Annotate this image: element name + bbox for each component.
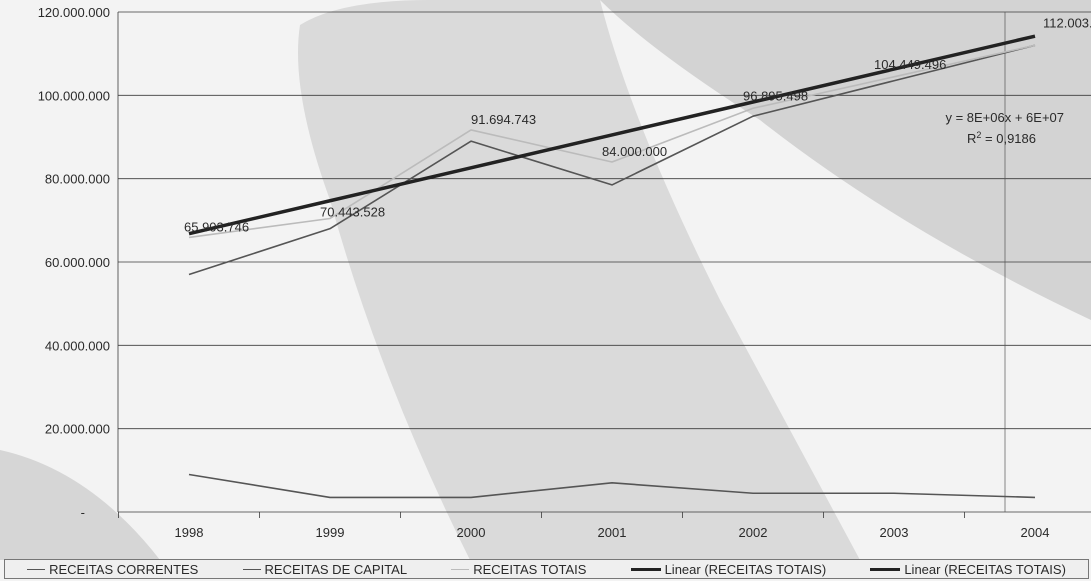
data-label: 65.903.746	[184, 219, 249, 234]
legend-item-receitas-totais: RECEITAS TOTAIS	[451, 562, 586, 577]
x-tick-label: 2001	[598, 525, 627, 540]
legend-swatch	[242, 568, 261, 570]
trendline-equation-text: y = 8E+06x + 6E+07	[945, 110, 1064, 125]
x-tick-label: 2002	[739, 525, 768, 540]
x-tick-label: 2000	[457, 525, 486, 540]
y-tick-label: 100.000.000	[38, 88, 110, 103]
legend-label: Linear (RECEITAS TOTAIS)	[904, 561, 1066, 577]
gridlines	[117, 11, 1091, 513]
y-tick-label: 20.000.000	[45, 422, 110, 437]
x-tick-label: 2003	[880, 525, 909, 540]
y-tick-label: 120.000.000	[38, 5, 110, 20]
legend-label: RECEITAS TOTAIS	[473, 561, 587, 577]
line-chart: - 20.000.000 40.000.000 60.000.000 80.000.00…	[0, 0, 1091, 560]
legend-label: RECEITAS CORRENTES	[49, 561, 199, 577]
y-tick-label: 60.000.000	[45, 255, 110, 270]
data-label: 91.694.743	[471, 112, 536, 127]
chart-legend: RECEITAS CORRENTES RECEITAS DE CAPITAL R…	[4, 559, 1089, 579]
data-label: 96.895.498	[743, 88, 808, 103]
legend-item-linear-receitas-totais: Linear (RECEITAS TOTAIS)	[630, 561, 827, 577]
data-labels: 65.903.746 70.443.528 91.694.743 84.000.000…	[184, 15, 1091, 234]
data-label: 84.000.000	[602, 144, 667, 159]
r-squared-value: = 0,9186	[981, 131, 1036, 146]
trendline-equation: y = 8E+06x + 6E+07 R2 = 0,9186	[945, 110, 1064, 146]
x-tick-label: 1998	[175, 525, 204, 540]
legend-label: Linear (RECEITAS TOTAIS)	[664, 561, 827, 577]
series-lines	[188, 34, 1036, 499]
legend-item-receitas-de-capital: RECEITAS DE CAPITAL	[242, 561, 408, 577]
x-tick-label: 1999	[316, 525, 345, 540]
series-line-3	[188, 34, 1036, 236]
legend-swatch	[451, 568, 470, 570]
background-decoration	[0, 0, 1091, 560]
legend-swatch	[630, 567, 661, 571]
y-tick-label: 80.000.000	[45, 172, 110, 187]
data-label: 104.449.496	[874, 57, 946, 72]
series-line-2	[188, 44, 1036, 239]
x-tick-label: 2004	[1021, 525, 1050, 540]
r-squared-superscript: 2	[976, 130, 981, 140]
legend-swatch	[870, 567, 901, 571]
x-axis-ticks: 1998 1999 2000 2001 2002 2003 2004	[118, 512, 1050, 540]
y-axis-ticks: - 20.000.000 40.000.000 60.000.000 80.000.00…	[38, 5, 110, 520]
series-line-1	[188, 473, 1036, 499]
background-top-right-band	[600, 0, 1091, 320]
background-bottom-left-band	[0, 450, 160, 560]
data-label: 70.443.528	[320, 204, 385, 219]
legend-item-linear-receitas-totais-2: Linear (RECEITAS TOTAIS)	[870, 562, 1066, 577]
r-squared-symbol: R	[967, 131, 976, 146]
series-line-0	[188, 44, 1036, 276]
background-diagonal-band	[298, 0, 860, 560]
y-tick-label: -	[81, 505, 85, 520]
r-squared-text: R2 = 0,9186	[967, 130, 1036, 146]
legend-label: RECEITAS DE CAPITAL	[264, 561, 408, 577]
legend-swatch	[27, 568, 46, 570]
legend-item-receitas-correntes: RECEITAS CORRENTES	[27, 562, 198, 577]
y-tick-label: 40.000.000	[45, 338, 110, 353]
data-label: 112.003.494	[1043, 15, 1091, 30]
